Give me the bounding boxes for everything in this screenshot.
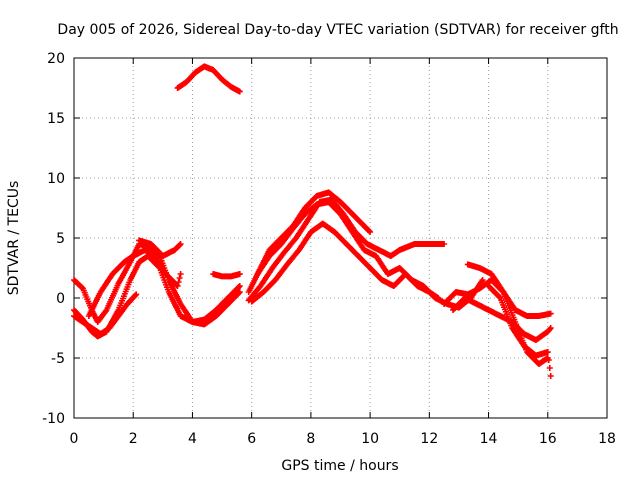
chart-title: Day 005 of 2026, Sidereal Day-to-day VTE… — [57, 22, 618, 38]
y-tick-label: 15 — [47, 111, 65, 127]
data-marks — [71, 63, 554, 379]
y-axis-label: SDTVAR / TECUs — [6, 181, 22, 296]
x-tick-label: 12 — [420, 431, 438, 447]
x-tick-label: 2 — [129, 431, 138, 447]
axis-ticks: 0 2 4 6 8 10 12 14 16 18 -10 -5 0 5 10 15 20 — [42, 51, 616, 447]
x-tick-label: 6 — [247, 431, 256, 447]
data-point-markers — [485, 283, 554, 379]
x-tick-label: 4 — [188, 431, 197, 447]
x-axis-label: GPS time / hours — [281, 458, 398, 474]
series-trace-4 — [85, 247, 184, 319]
x-tick-label: 18 — [598, 431, 616, 447]
series-trace-13 — [464, 261, 554, 319]
series-trace-5 — [136, 237, 184, 259]
series-trace-6 — [174, 63, 243, 95]
x-tick-label: 10 — [361, 431, 379, 447]
y-tick-label: 0 — [56, 291, 65, 307]
y-tick-label: 5 — [56, 231, 65, 247]
y-tick-label: 20 — [47, 51, 65, 67]
data-point-markers — [450, 295, 554, 343]
x-tick-label: 8 — [306, 431, 315, 447]
data-point-markers — [464, 261, 554, 319]
grid — [74, 58, 607, 418]
data-point-markers — [71, 291, 140, 337]
data-point-markers — [210, 271, 243, 280]
data-point-markers — [245, 196, 448, 304]
series-trace-9 — [245, 196, 448, 304]
y-tick-label: -5 — [51, 351, 65, 367]
series-trace-14 — [450, 295, 554, 343]
x-tick-label: 0 — [70, 431, 79, 447]
x-tick-label: 14 — [480, 431, 498, 447]
series-trace-7 — [210, 271, 243, 280]
data-point-markers — [174, 63, 243, 95]
data-point-markers — [136, 237, 184, 259]
series-trace-3 — [71, 291, 140, 337]
data-point-markers — [85, 247, 184, 319]
series-trace-15 — [485, 283, 554, 379]
x-tick-label: 16 — [539, 431, 557, 447]
y-tick-label: 10 — [47, 171, 65, 187]
y-tick-label: -10 — [42, 411, 65, 427]
